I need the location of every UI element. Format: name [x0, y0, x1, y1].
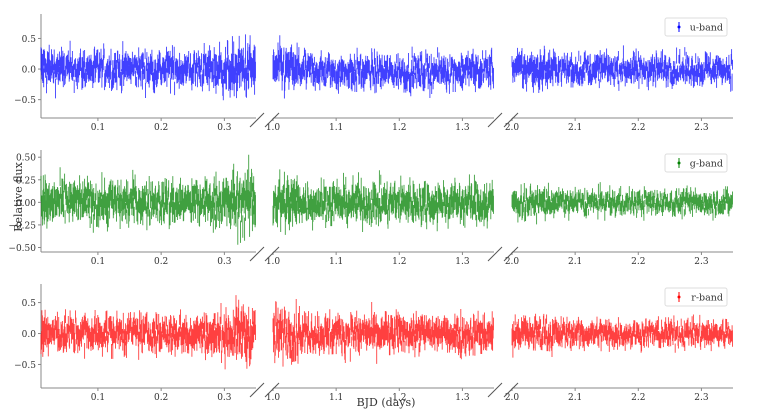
x-tick-label: 0.3 — [217, 123, 232, 133]
data-series-r-band — [40, 295, 256, 370]
y-tick-label: 0.5 — [22, 299, 37, 309]
data-series-g-band — [272, 169, 494, 235]
x-tick-label: 1.1 — [329, 393, 343, 403]
data-series-u-band — [40, 34, 256, 101]
x-tick-label: 1.3 — [455, 257, 470, 267]
panel-g-band: −0.50 −0.25 0.00 0.25 0.50 0.1 0.2 0.3 1.0 1.1 1.2… — [8, 150, 733, 267]
x-axis-label: BJD (days) — [357, 396, 416, 409]
y-tick-label: 0.00 — [16, 199, 36, 209]
y-tick-label: 0.25 — [16, 176, 36, 186]
x-tick-label: 2.1 — [568, 393, 582, 403]
x-tick-label: 0.1 — [91, 257, 105, 267]
x-tick-label: 1.2 — [392, 257, 406, 267]
x-tick-label: 1.1 — [329, 257, 343, 267]
x-tick-label: 2.0 — [505, 257, 520, 267]
x-tick-label: 1.0 — [266, 123, 281, 133]
y-tick-label: 0.0 — [22, 330, 37, 340]
x-tick-label: 1.3 — [455, 123, 470, 133]
x-tick-label: 2.1 — [568, 123, 582, 133]
y-tick-label: −0.5 — [14, 361, 36, 371]
x-tick-label: 0.1 — [91, 123, 105, 133]
x-tick-label: 0.3 — [217, 393, 232, 403]
x-tick-label: 0.2 — [154, 257, 168, 267]
x-tick-label: 2.3 — [694, 393, 709, 403]
data-series-u-band — [272, 35, 494, 99]
panel-u-band: −0.5 0.0 0.5 0.1 0.2 0.3 1.0 1.1 1.2 1.3 2.0 2.1 2.2… — [14, 14, 733, 133]
legend-label: r-band — [691, 293, 723, 304]
x-tick-label: 2.3 — [694, 257, 709, 267]
x-tick-label: 0.2 — [154, 123, 168, 133]
y-tick-label: 0.50 — [16, 154, 36, 164]
y-axis-label: Relative flux — [12, 161, 25, 231]
x-tick-label: 1.2 — [392, 393, 406, 403]
y-tick-label: −0.25 — [8, 221, 36, 231]
y-tick-label: 0.5 — [22, 35, 37, 45]
x-tick-label: 1.0 — [266, 257, 281, 267]
legend-u-band: u-band — [664, 17, 728, 37]
y-tick-label: −0.5 — [14, 96, 36, 106]
x-tick-label: 1.3 — [455, 393, 470, 403]
x-tick-label: 0.2 — [154, 393, 168, 403]
x-tick-label: 2.0 — [505, 123, 520, 133]
x-tick-label: 2.3 — [694, 123, 709, 133]
legend-r-band: r-band — [664, 287, 728, 307]
legend-label: u-band — [690, 23, 723, 34]
x-tick-label: 2.2 — [631, 123, 645, 133]
panel-r-band: −0.5 0.0 0.5 0.1 0.2 0.3 1.0 1.1 1.2 1.3 2.0 2.1 2.2… — [14, 284, 733, 403]
data-series-r-band — [272, 299, 494, 367]
y-tick-label: 0.0 — [22, 66, 37, 76]
x-tick-label: 1.0 — [266, 393, 281, 403]
legend-g-band: g-band — [664, 153, 728, 173]
data-series-g-band — [511, 182, 733, 225]
y-tick-label: −0.50 — [8, 244, 36, 254]
data-series-g-band — [40, 154, 256, 245]
data-series-r-band — [511, 313, 733, 358]
x-tick-label: 2.2 — [631, 257, 645, 267]
legend-label: g-band — [690, 159, 723, 170]
x-tick-label: 1.1 — [329, 123, 343, 133]
data-series-u-band — [511, 45, 733, 93]
x-tick-label: 2.2 — [631, 393, 645, 403]
x-tick-label: 2.1 — [568, 257, 582, 267]
x-tick-label: 2.0 — [505, 393, 520, 403]
x-tick-label: 0.3 — [217, 257, 232, 267]
x-tick-label: 0.1 — [91, 393, 105, 403]
x-tick-label: 1.2 — [392, 123, 406, 133]
